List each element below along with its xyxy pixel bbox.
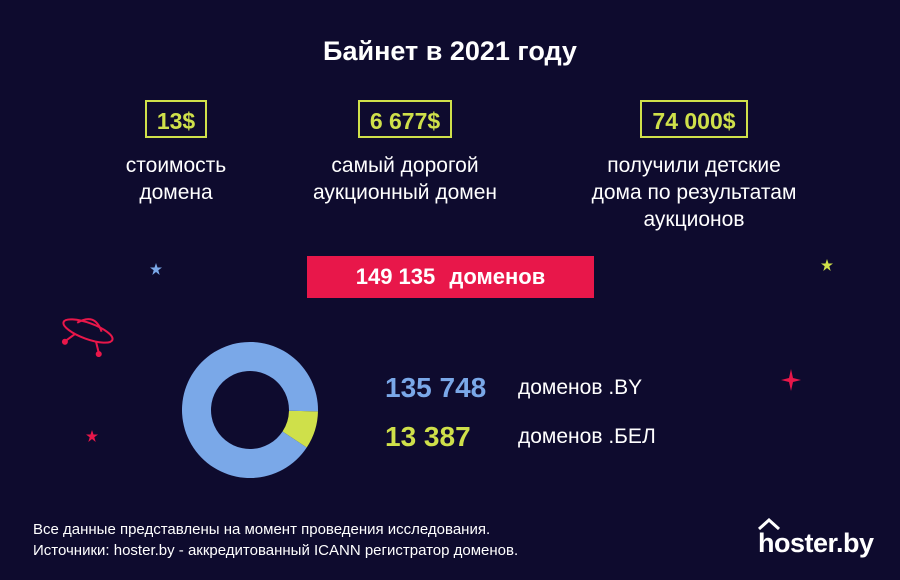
stat-desc-line: дома по результатам xyxy=(591,181,797,204)
donut-slice-bel xyxy=(282,410,318,448)
ufo-icon xyxy=(61,318,114,357)
stat-top-auction: 6 677$ самый дорогой аукционный домен xyxy=(305,100,505,206)
total-domains-banner: 149 135 доменов xyxy=(307,256,594,298)
footer-note: Все данные представлены на момент провед… xyxy=(33,519,518,561)
stat-value: 13$ xyxy=(144,100,208,138)
logo-text: hoster.by xyxy=(758,528,874,558)
house-roof-icon xyxy=(758,518,780,530)
stat-desc-line: аукционов xyxy=(643,208,745,231)
sparkle-icon xyxy=(781,369,801,391)
legend-value-bel: 13 387 xyxy=(385,421,471,452)
stat-desc: получили детские дома по результатам аук… xyxy=(574,152,814,233)
page-title: Байнет в 2021 году xyxy=(323,36,577,66)
footer-line: Все данные представлены на момент провед… xyxy=(33,521,491,538)
donut-chart xyxy=(182,341,318,478)
legend-label-bel: доменов .БЕЛ xyxy=(518,425,656,448)
stat-desc-line: получили детские xyxy=(607,154,781,177)
star-icon xyxy=(821,259,833,271)
stat-value: 6 677$ xyxy=(357,100,453,138)
footer-line: Источники: hoster.by - аккредитованный I… xyxy=(33,542,519,559)
donut-slice-by xyxy=(182,341,318,478)
stat-domain-cost: 13$ стоимость домена xyxy=(106,100,246,206)
donut-slices xyxy=(182,341,318,478)
stat-desc-line: домена xyxy=(139,181,213,204)
stat-desc: стоимость домена xyxy=(106,152,246,206)
hoster-logo: hoster.by xyxy=(758,518,874,562)
stat-desc-line: самый дорогой xyxy=(331,154,479,177)
stat-orphanages: 74 000$ получили детские дома по результ… xyxy=(574,100,814,233)
total-domains-unit: доменов xyxy=(449,264,546,289)
legend-value-by: 135 748 xyxy=(385,372,487,403)
star-icon xyxy=(150,263,162,275)
legend-label-by: доменов .BY xyxy=(518,376,643,399)
total-domains-count: 149 135 xyxy=(355,264,436,289)
star-icon xyxy=(86,430,98,442)
stat-desc: самый дорогой аукционный домен xyxy=(305,152,505,206)
stat-desc-line: стоимость xyxy=(125,154,227,177)
stat-desc-line: аукционный домен xyxy=(312,181,498,204)
stat-value: 74 000$ xyxy=(640,100,748,138)
